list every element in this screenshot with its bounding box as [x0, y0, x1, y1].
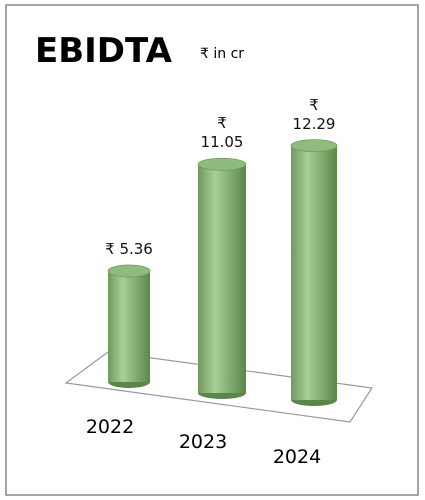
bar: [198, 164, 246, 393]
cylinder-top: [107, 264, 151, 278]
bar: [108, 271, 150, 382]
chart-subtitle: ₹ in cr: [200, 46, 244, 62]
x-tick-label: 2024: [273, 446, 321, 468]
bar: [291, 145, 337, 400]
x-tick-label: 2023: [179, 431, 227, 453]
value-label: ₹ 5.36: [105, 240, 153, 259]
value-label: ₹ 12.29: [292, 95, 336, 133]
value-label: ₹ 11.05: [200, 114, 244, 152]
x-tick-label: 2022: [86, 416, 134, 438]
chart-title: EBIDTA: [35, 31, 173, 71]
cylinder-top: [290, 139, 338, 152]
cylinder-top: [197, 157, 247, 171]
